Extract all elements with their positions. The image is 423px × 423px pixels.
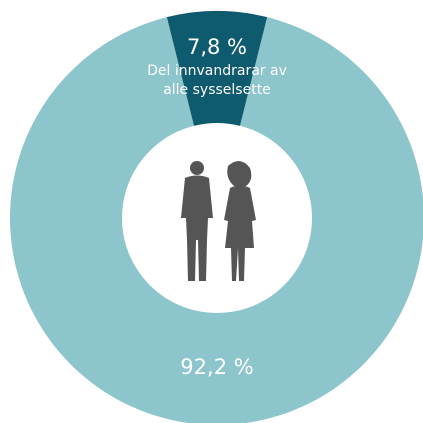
donut-segment (10, 17, 423, 423)
donut-segment (166, 10, 268, 126)
value-label: 92,2 % (180, 355, 253, 379)
segment-label: Del innvandrarar av alle sysselsette (147, 63, 287, 98)
value-label: 7,8 % (187, 35, 247, 59)
people-icon (181, 160, 256, 281)
